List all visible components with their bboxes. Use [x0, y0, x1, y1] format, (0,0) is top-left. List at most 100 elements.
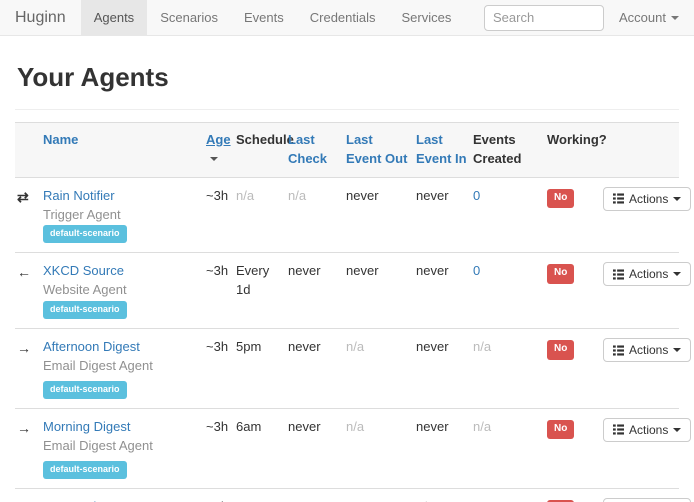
working-badge: No: [547, 419, 575, 440]
chevron-down-icon: [673, 427, 682, 432]
actions-button[interactable]: Actions: [603, 497, 692, 502]
age-cell: ~3h: [206, 408, 236, 489]
nav-item-events[interactable]: Events: [244, 10, 284, 25]
nav-item-credentials[interactable]: Credentials: [309, 10, 376, 25]
nav-item-agents[interactable]: Agents: [80, 0, 148, 35]
scenario-badge[interactable]: default-scenario: [43, 301, 127, 320]
age-cell: ~3h: [206, 177, 236, 254]
events-created-cell: n/a: [473, 328, 547, 409]
agent-type: Email Digest Agent: [43, 437, 153, 453]
schedule-cell: n/a: [236, 177, 288, 254]
sort-by-name[interactable]: Name: [43, 132, 79, 147]
age-cell: ~3h: [206, 252, 236, 330]
last-check-cell: never: [288, 488, 346, 502]
nav-item-scenarios[interactable]: Scenarios: [160, 10, 218, 25]
schedule-header: Schedule: [236, 122, 294, 178]
table-header-row: Name Age Schedule Last Check Last Event …: [15, 122, 679, 178]
last-event-out-cell: n/a: [346, 408, 416, 489]
nav-item-services[interactable]: Services: [401, 10, 452, 25]
working-badge: No: [547, 340, 575, 360]
last-event-out-cell: never: [346, 488, 416, 502]
agent-name-link[interactable]: SF Weather Agent: [43, 499, 149, 502]
agent-type: Trigger Agent: [43, 206, 121, 222]
actions-button[interactable]: Actions: [603, 417, 692, 442]
agents-table: Name Age Schedule Last Check Last Event …: [15, 122, 692, 502]
table-row: ← SF Weather Agent Weather Agent default…: [15, 488, 692, 502]
sort-by-last-event-in[interactable]: Last Event In: [416, 132, 467, 166]
divider: [15, 109, 679, 110]
last-check-cell: never: [288, 328, 346, 409]
schedule-cell: Every 1d: [236, 252, 288, 330]
actions-button[interactable]: Actions: [603, 186, 692, 211]
schedule-cell: 10pm: [236, 488, 288, 502]
table-row: → Afternoon Digest Email Digest Agent de…: [15, 328, 692, 409]
last-event-in-cell: never: [416, 252, 473, 330]
working-badge: No: [547, 264, 575, 284]
working-badge: No: [547, 499, 575, 502]
main-content: Your Agents Name Age Schedule Last Check…: [0, 62, 694, 502]
sort-desc-icon: [210, 157, 218, 162]
chevron-down-icon: [673, 196, 682, 201]
transfer-icon: ⇄: [17, 188, 29, 205]
agent-name-link[interactable]: XKCD Source: [43, 263, 124, 279]
table-row: ⇄ Rain Notifier Trigger Agent default-sc…: [15, 177, 692, 254]
agent-type: Email Digest Agent: [43, 358, 153, 373]
chevron-down-icon: [673, 348, 682, 353]
last-event-out-cell: never: [346, 177, 416, 254]
arrow-left-icon: ←: [17, 264, 31, 281]
list-icon: [613, 345, 624, 356]
agent-type: Website Agent: [43, 282, 127, 298]
account-label: Account: [619, 9, 666, 25]
sort-by-last-check[interactable]: Last Check: [288, 132, 328, 166]
age-cell: ~3h: [206, 328, 236, 409]
actions-button[interactable]: Actions: [603, 262, 692, 287]
working-header: Working?: [547, 122, 607, 178]
events-created-header: Events Created: [473, 122, 547, 178]
last-event-out-cell: n/a: [346, 328, 416, 409]
chevron-down-icon: [671, 15, 679, 20]
scenario-badge[interactable]: default-scenario: [43, 460, 127, 479]
last-event-in-cell: never: [416, 177, 473, 254]
events-created-link[interactable]: 0: [473, 263, 481, 279]
sort-by-last-event-out[interactable]: Last Event Out: [346, 132, 408, 166]
list-icon: [613, 424, 624, 435]
chevron-down-icon: [673, 272, 682, 277]
account-menu[interactable]: Account: [604, 0, 694, 36]
last-check-cell: never: [288, 408, 346, 489]
list-icon: [613, 193, 624, 204]
arrow-right-icon: →: [17, 340, 31, 357]
actions-label: Actions: [629, 191, 669, 206]
age-cell: ~3h: [206, 488, 236, 502]
list-icon: [613, 269, 624, 280]
arrow-right-icon: →: [17, 419, 31, 436]
top-navbar: Huginn Agents Scenarios Events Credentia…: [0, 0, 694, 36]
brand-logo[interactable]: Huginn: [15, 9, 66, 26]
sort-by-age[interactable]: Age: [206, 132, 231, 147]
events-created-cell: n/a: [473, 408, 547, 489]
actions-label: Actions: [629, 343, 669, 358]
page-title: Your Agents: [17, 62, 169, 92]
events-created-link[interactable]: 0: [473, 187, 481, 203]
agent-name-link[interactable]: Afternoon Digest: [43, 339, 140, 355]
schedule-cell: 5pm: [236, 328, 288, 409]
agent-name-link[interactable]: Morning Digest: [43, 418, 131, 434]
last-event-in-cell: never: [416, 408, 473, 489]
table-row: → Morning Digest Email Digest Agent defa…: [15, 408, 692, 489]
table-row: ← XKCD Source Website Agent default-scen…: [15, 252, 692, 330]
actions-button[interactable]: Actions: [603, 338, 692, 363]
schedule-cell: 6am: [236, 408, 288, 489]
last-check-cell: never: [288, 252, 346, 330]
agent-name-link[interactable]: Rain Notifier: [43, 187, 115, 203]
actions-column-header: [603, 122, 679, 178]
last-event-out-cell: never: [346, 252, 416, 330]
scenario-badge[interactable]: default-scenario: [43, 225, 127, 244]
working-badge: No: [547, 188, 575, 209]
icon-column-header: [15, 122, 43, 178]
actions-label: Actions: [629, 422, 669, 437]
last-check-cell: n/a: [288, 177, 346, 254]
arrow-left-icon: ←: [17, 500, 31, 502]
last-event-in-cell: never: [416, 328, 473, 409]
scenario-badge[interactable]: default-scenario: [43, 380, 127, 399]
events-created-link[interactable]: 0: [473, 499, 480, 502]
search-input[interactable]: [484, 4, 605, 31]
